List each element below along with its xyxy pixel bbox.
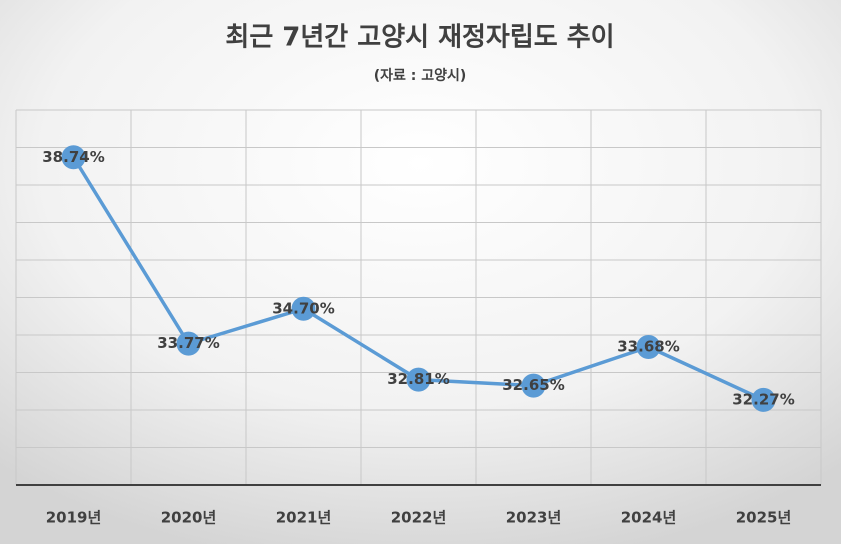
data-label: 33.77% [157, 334, 219, 352]
x-tick-label: 2024년 [621, 509, 677, 527]
data-point [61, 145, 86, 170]
data-label: 33.68% [617, 338, 679, 356]
x-tick-label: 2019년 [46, 509, 102, 527]
x-tick-label: 2021년 [276, 509, 332, 527]
x-tick-label: 2022년 [391, 509, 447, 527]
chart-title: 최근 7년간 고양시 재정자립도 추이 [225, 23, 614, 53]
chart-subtitle: (자료 : 고양시) [374, 68, 467, 84]
data-label: 32.27% [732, 390, 794, 408]
data-label: 32.81% [387, 370, 449, 388]
data-point [176, 331, 201, 356]
x-tick-label: 2020년 [161, 509, 217, 527]
data-point [521, 373, 546, 398]
data-point [406, 367, 431, 392]
x-tick-label: 2023년 [506, 509, 562, 527]
data-label: 38.74% [42, 148, 104, 166]
data-point [751, 387, 776, 412]
data-label: 32.65% [502, 376, 564, 394]
data-label: 34.70% [272, 299, 334, 317]
data-point [636, 335, 661, 359]
data-point [291, 296, 316, 321]
x-tick-label: 2025년 [736, 509, 792, 527]
